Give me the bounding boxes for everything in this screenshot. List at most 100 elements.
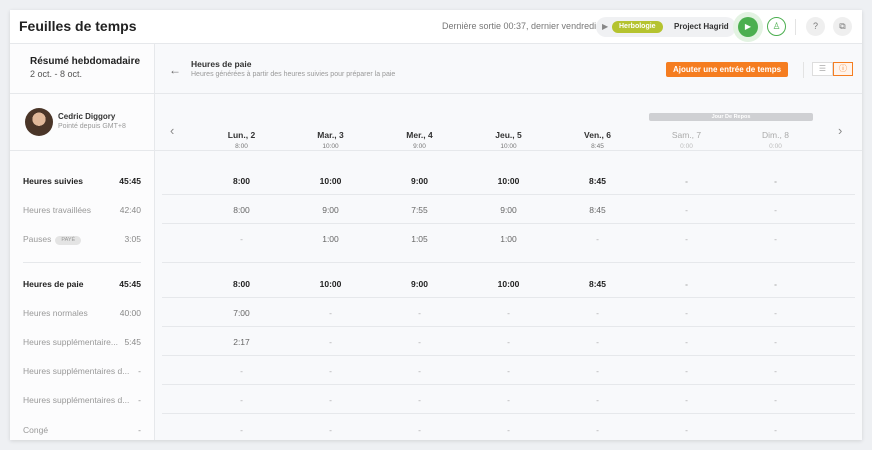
apps-button[interactable]: ⧉ <box>833 17 852 36</box>
day-cell: - <box>507 308 510 318</box>
help-button[interactable]: ? <box>806 17 825 36</box>
day-header: Lun., 2 8:00 <box>197 130 286 150</box>
summary-panel: Résumé hebdomadaire 2 oct. - 8 oct. Cedr… <box>10 44 155 440</box>
avatar <box>25 108 53 136</box>
summary-row: Heures supplémentaires d... - <box>23 366 141 376</box>
day-cell: 10:00 <box>319 279 342 289</box>
user-name: Cedric Diggory <box>58 112 116 121</box>
row-divider <box>162 223 855 224</box>
summary-row: Heures normales 40:00 <box>23 308 141 318</box>
help-icon: ? <box>812 21 818 31</box>
day-cell: - <box>685 234 688 244</box>
day-cell: - <box>596 366 599 376</box>
add-time-entry-button[interactable]: Ajouter une entrée de temps <box>666 62 789 77</box>
day-cell: - <box>418 308 421 318</box>
back-arrow-icon[interactable]: ← <box>169 63 181 77</box>
row-total: 5:45 <box>124 337 141 347</box>
row-label: Heures normales <box>23 308 88 318</box>
payroll-main: ← Heures de paie Heures générées à parti… <box>155 44 862 440</box>
summary-row: Heures supplémentaire... 5:45 <box>23 337 141 347</box>
rest-day-banner: Jour De Repos <box>649 113 813 121</box>
day-cell: 10:00 <box>319 176 342 186</box>
row-divider <box>162 384 855 385</box>
day-cell: - <box>240 425 243 435</box>
info-view-button[interactable]: ⓘ <box>833 62 853 76</box>
play-small-icon: ▶ <box>602 22 609 31</box>
day-cell: 8:00 <box>233 205 250 215</box>
summary-row: Heures suivies 45:45 <box>23 176 141 186</box>
day-cell: 9:00 <box>410 176 428 186</box>
prev-week-chevron-icon[interactable]: ‹ <box>170 123 175 138</box>
divider <box>155 93 862 94</box>
day-cell: 10:00 <box>497 176 520 186</box>
day-cell: 8:45 <box>589 205 606 215</box>
day-cell: - <box>329 366 332 376</box>
divider <box>803 62 804 78</box>
day-header: Sam., 7 0:00 <box>642 130 731 150</box>
project-name: Project Hagrid <box>674 22 729 31</box>
last-clock-out: Dernière sortie 00:37, dernier vendredi <box>442 21 597 31</box>
day-cell: - <box>329 337 332 347</box>
timer-widget[interactable]: ▶ Herbologie Project Hagrid <box>596 17 736 37</box>
day-cell: - <box>774 425 777 435</box>
timesheet-card: Feuilles de temps Dernière sortie 00:37,… <box>10 10 862 440</box>
day-hours: 8:00 <box>235 143 248 150</box>
row-divider <box>162 355 855 356</box>
day-cell: - <box>418 425 421 435</box>
summary-row: Pauses PAYÉ 3:05 <box>23 234 141 245</box>
start-timer-button[interactable]: ▶ <box>738 17 758 37</box>
day-name: Lun., 2 <box>227 130 256 140</box>
day-cell: - <box>507 366 510 376</box>
day-cell: 1:00 <box>500 234 517 244</box>
summary-dates: 2 oct. - 8 oct. <box>30 69 83 79</box>
day-name: Mer., 4 <box>406 130 433 140</box>
day-cell: - <box>240 366 243 376</box>
day-cell: 7:55 <box>411 205 428 215</box>
summary-row: Heures supplémentaires d... - <box>23 395 141 405</box>
summary-row: Heures travaillées 42:40 <box>23 205 141 215</box>
row-label: Heures supplémentaires d... <box>23 395 130 405</box>
summary-row: Heures de paie 45:45 <box>23 279 141 289</box>
day-cell: - <box>685 205 688 215</box>
row-label: Heures supplémentaires d... <box>23 366 130 376</box>
day-cell: - <box>774 308 777 318</box>
summary-row: Congé - <box>23 425 141 435</box>
divider <box>10 93 155 94</box>
app-title: Feuilles de temps <box>19 18 137 34</box>
day-cell: 9:00 <box>410 279 428 289</box>
row-label: Pauses <box>23 234 52 244</box>
day-cell: - <box>596 337 599 347</box>
day-cell: 10:00 <box>497 279 520 289</box>
page-title: Heures de paie <box>191 59 252 69</box>
row-divider <box>162 413 855 414</box>
day-cell: 8:00 <box>232 176 250 186</box>
day-cell: - <box>240 395 243 405</box>
list-view-button[interactable]: ☰ <box>812 62 833 76</box>
row-total: 45:45 <box>119 176 141 186</box>
day-header: Mar., 3 10:00 <box>286 130 375 150</box>
day-header: Dim., 8 0:00 <box>731 130 820 150</box>
divider <box>10 150 155 151</box>
day-name: Mar., 3 <box>317 130 344 140</box>
day-hours: 10:00 <box>500 143 517 150</box>
day-hours: 9:00 <box>413 143 426 150</box>
day-cell: - <box>685 425 688 435</box>
row-label: Heures travaillées <box>23 205 92 215</box>
day-cell: 9:00 <box>322 205 339 215</box>
day-hours: 8:45 <box>591 143 604 150</box>
day-cell: 1:00 <box>322 234 339 244</box>
row-total: 45:45 <box>119 279 141 289</box>
next-week-chevron-icon[interactable]: › <box>838 123 843 138</box>
day-cell: - <box>418 395 421 405</box>
row-total: 42:40 <box>119 205 141 215</box>
day-cell: - <box>507 337 510 347</box>
user-clock-button[interactable]: ♙ <box>767 17 786 36</box>
row-total: - <box>138 395 141 405</box>
day-cell: - <box>418 337 421 347</box>
row-label: Congé <box>23 425 49 435</box>
day-name: Jeu., 5 <box>495 130 522 140</box>
day-cell: - <box>685 176 688 186</box>
day-cell: - <box>596 234 599 244</box>
day-header: Ven., 6 8:45 <box>553 130 642 150</box>
row-label: Heures suivies <box>23 176 84 186</box>
